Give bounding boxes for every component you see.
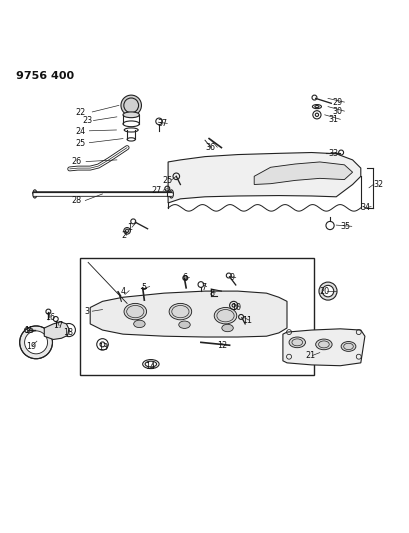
Text: 26: 26 [72, 157, 82, 166]
Text: 30: 30 [331, 107, 341, 116]
Ellipse shape [133, 320, 145, 328]
Text: 33: 33 [327, 149, 337, 158]
Text: 29: 29 [331, 98, 342, 107]
Polygon shape [282, 329, 364, 366]
Text: 9756 400: 9756 400 [16, 71, 74, 81]
Ellipse shape [178, 321, 190, 328]
Text: 27: 27 [151, 186, 162, 195]
Text: 18: 18 [63, 328, 73, 337]
Circle shape [20, 326, 52, 359]
Text: 23: 23 [82, 116, 92, 125]
Polygon shape [254, 162, 352, 184]
Text: 3: 3 [84, 307, 89, 316]
Text: 16: 16 [45, 313, 55, 322]
Text: 12: 12 [217, 341, 227, 350]
Ellipse shape [315, 339, 331, 350]
Text: 8: 8 [209, 289, 213, 297]
Text: 4: 4 [121, 287, 126, 296]
Text: 22: 22 [76, 108, 86, 117]
Text: 7: 7 [200, 282, 206, 292]
Polygon shape [168, 152, 360, 203]
Ellipse shape [123, 112, 139, 118]
Polygon shape [44, 322, 69, 340]
Text: 34: 34 [360, 203, 370, 212]
Text: 20: 20 [319, 287, 329, 296]
Text: 15: 15 [25, 326, 35, 335]
Text: 10: 10 [231, 303, 241, 312]
Text: 37: 37 [157, 119, 168, 128]
Polygon shape [90, 291, 286, 337]
Text: 24: 24 [76, 127, 86, 136]
Circle shape [25, 331, 47, 354]
Text: 1: 1 [127, 223, 132, 232]
Text: 21: 21 [305, 351, 315, 360]
FancyBboxPatch shape [80, 259, 313, 375]
Ellipse shape [221, 324, 233, 332]
Text: 2: 2 [121, 231, 126, 240]
Text: 31: 31 [327, 115, 337, 124]
Circle shape [321, 285, 333, 297]
Circle shape [318, 282, 336, 300]
Text: 17: 17 [53, 321, 63, 330]
Text: 28: 28 [72, 196, 82, 205]
Text: 35: 35 [339, 222, 350, 231]
Text: 13: 13 [98, 343, 108, 352]
Text: 25: 25 [162, 176, 172, 185]
Ellipse shape [288, 337, 305, 348]
Text: 11: 11 [241, 316, 251, 325]
Text: 9: 9 [229, 273, 234, 282]
Ellipse shape [169, 303, 191, 320]
Ellipse shape [340, 342, 355, 351]
Circle shape [182, 276, 187, 280]
Text: 25: 25 [76, 139, 86, 148]
Text: 6: 6 [182, 273, 187, 282]
Text: 5: 5 [141, 282, 146, 292]
Text: 14: 14 [145, 362, 155, 372]
Text: 19: 19 [27, 342, 37, 351]
Text: 32: 32 [372, 180, 382, 189]
Text: 36: 36 [204, 143, 214, 152]
Ellipse shape [124, 303, 146, 320]
Ellipse shape [214, 308, 236, 324]
Circle shape [121, 95, 141, 116]
